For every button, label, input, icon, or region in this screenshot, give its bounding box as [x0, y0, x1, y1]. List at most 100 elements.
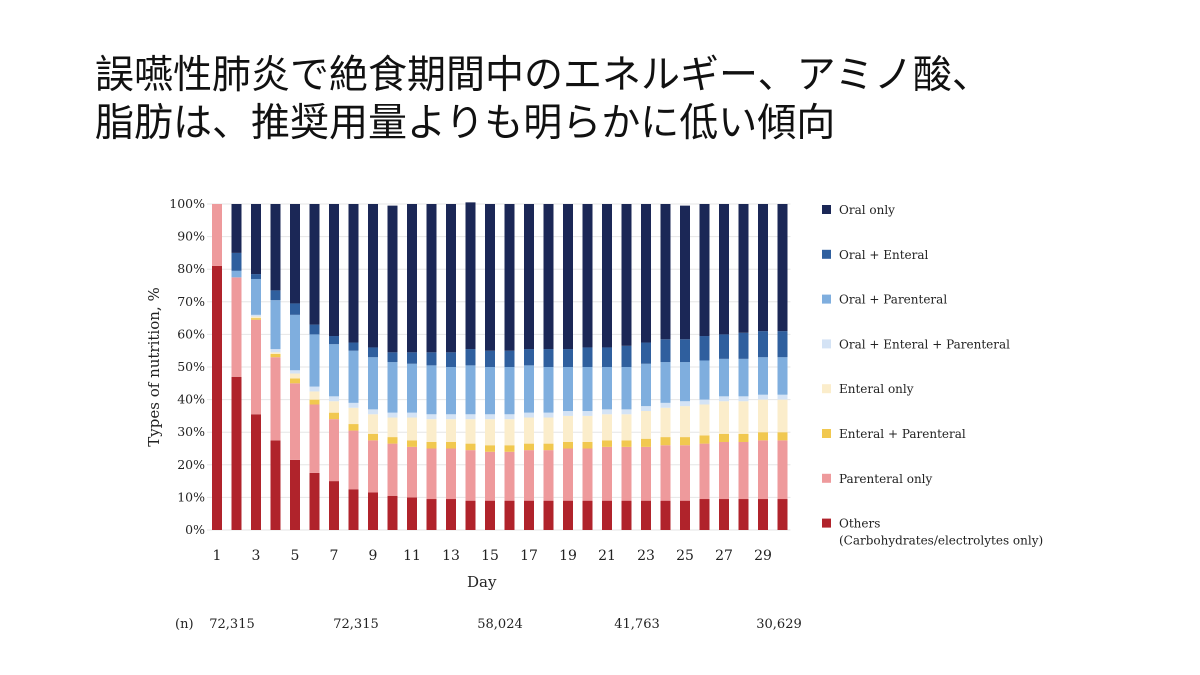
bar-segment	[251, 278, 261, 315]
bar-segment	[290, 204, 300, 304]
bar-segment	[660, 362, 671, 403]
bar-segment	[270, 349, 281, 353]
slide-title-line-2: 脂肪は、推奨用量よりも明らかに低い傾向	[95, 101, 836, 146]
bar-segment	[758, 331, 768, 358]
bar-segment	[387, 352, 398, 363]
bar-segment	[485, 500, 495, 530]
x-tick-label: 23	[637, 548, 655, 564]
bar-segment	[758, 399, 768, 433]
bar-segment	[290, 383, 300, 460]
bar-segment	[719, 401, 729, 434]
legend-swatch	[822, 384, 831, 394]
y-tick-label: 40%	[177, 392, 205, 407]
bar-segment	[426, 352, 437, 366]
x-tick-label: 11	[403, 548, 421, 564]
bar-segment	[368, 433, 378, 441]
bar-segment	[719, 433, 729, 442]
x-axis-title: Day	[467, 573, 497, 591]
bar-segment	[426, 365, 437, 415]
bar-segment	[231, 204, 242, 253]
bar-segment	[602, 414, 612, 441]
bar-segment	[543, 450, 554, 501]
bar-segment	[680, 437, 690, 446]
bar-segment	[348, 407, 359, 425]
bar-segment	[602, 347, 612, 367]
bar-segment	[407, 446, 417, 498]
bar-segment	[270, 353, 281, 358]
bar-segment	[641, 342, 651, 364]
bar-segment	[407, 412, 417, 418]
y-tick-label: 70%	[177, 294, 205, 309]
bar-segment	[446, 204, 456, 353]
bar-segment	[563, 411, 573, 416]
n-value: 72,315	[333, 617, 379, 632]
bar-segment	[465, 500, 476, 530]
bar-segment	[251, 274, 261, 279]
x-tick-label: 17	[520, 548, 538, 564]
bar-segment	[270, 352, 281, 354]
bar-segment	[485, 445, 495, 452]
bar-segment	[621, 440, 632, 447]
slide-title-line-1: 誤嚥性肺炎で絶食期間中のエネルギー、アミノ酸、	[95, 53, 991, 98]
bar-segment	[582, 415, 593, 442]
bar-segment	[602, 440, 612, 447]
bar-segment	[426, 419, 437, 442]
bar-segment	[641, 438, 651, 447]
bar-segment	[563, 448, 573, 501]
bar-segment	[329, 401, 339, 413]
bar-segment	[446, 499, 456, 530]
bar-segment	[699, 336, 710, 361]
bar-segment	[719, 499, 729, 530]
bar-segment	[680, 205, 690, 340]
bar-segment	[582, 500, 593, 530]
bar-segment	[309, 386, 320, 392]
bar-segment	[368, 357, 378, 410]
bar-segment	[699, 404, 710, 436]
bar-segment	[758, 440, 768, 500]
bar-segment	[212, 265, 222, 530]
bar-segment	[738, 332, 749, 359]
bar-segment	[680, 339, 690, 363]
n-value: 30,629	[756, 617, 802, 632]
bar-segment	[621, 367, 632, 410]
bar-segment	[329, 481, 339, 530]
bar-segment	[504, 451, 515, 501]
bar-segment	[485, 414, 495, 420]
legend-swatch	[822, 205, 831, 214]
bar-segment	[582, 347, 593, 367]
bar-segment	[563, 204, 573, 350]
bar-segment	[719, 441, 729, 500]
slide-title: 誤嚥性肺炎で絶食期間中のエネルギー、アミノ酸、 脂肪は、推奨用量よりも明らかに低…	[95, 52, 1185, 148]
bar-segment	[270, 204, 281, 291]
bar-segment	[641, 411, 651, 439]
y-axis-title: Types of nutrition, %	[145, 287, 163, 446]
bar-segment	[738, 433, 749, 442]
bar-segment	[563, 367, 573, 412]
bar-segment	[387, 437, 398, 444]
bar-segment	[777, 357, 788, 395]
bar-segment	[777, 432, 788, 441]
legend-swatch	[822, 249, 831, 259]
bar-segment	[465, 349, 476, 366]
bar-segment	[270, 357, 281, 441]
bar-segment	[563, 349, 573, 367]
bar-segment	[426, 499, 437, 530]
bar-segment	[660, 445, 671, 501]
bar-segment	[465, 419, 476, 444]
bar-segment	[641, 363, 651, 407]
bar-segment	[504, 367, 515, 415]
bar-segment	[680, 445, 690, 501]
bar-segment	[758, 394, 768, 400]
bar-segment	[426, 448, 437, 500]
bar-segment	[777, 204, 788, 332]
y-tick-label: 50%	[177, 359, 205, 374]
grid-lines	[207, 203, 791, 531]
bar-segment	[407, 363, 417, 413]
bar-segment	[660, 437, 671, 446]
x-tick-label: 3	[252, 548, 261, 564]
bar-segment	[699, 499, 710, 530]
bar-segment	[446, 414, 456, 420]
x-tick-label: 29	[754, 548, 772, 564]
bar-segment	[309, 404, 320, 473]
bar-segment	[309, 324, 320, 335]
